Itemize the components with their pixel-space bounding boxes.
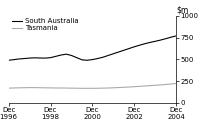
Text: $m: $m xyxy=(176,6,189,15)
Legend: South Australia, Tasmania: South Australia, Tasmania xyxy=(12,18,78,32)
